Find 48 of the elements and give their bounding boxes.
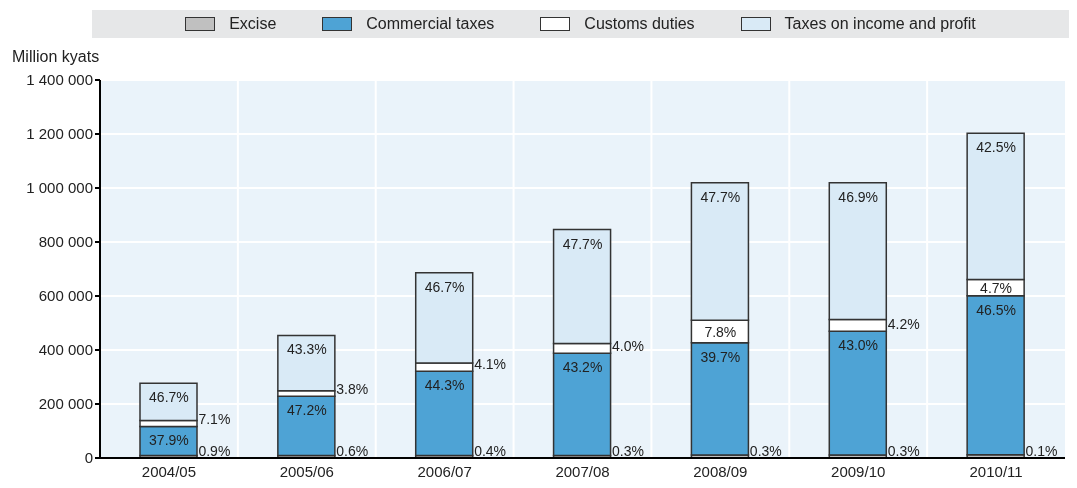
annotation: 4.7% — [980, 279, 1013, 296]
annotation: 46.5% — [976, 301, 1016, 318]
annotation: 39.7% — [700, 348, 741, 365]
x-tick-label: 2010/11 — [969, 462, 1023, 480]
y-axis-title: Million kyats — [12, 48, 100, 66]
annotation: 4.0% — [612, 338, 644, 355]
annotation: 0.3% — [612, 443, 644, 459]
annotation: 46.7% — [149, 389, 189, 406]
annotation: 0.1% — [1025, 443, 1058, 459]
x-tick-label: 2007/08 — [555, 462, 610, 480]
annotation: 0.3% — [749, 443, 782, 459]
annotation: 43.2% — [562, 359, 603, 376]
legend-label: Taxes on income and profit — [784, 15, 976, 33]
y-tick-label: 1 000 000 — [26, 179, 93, 197]
annotation: 4.2% — [887, 316, 920, 333]
annotation: 37.9% — [149, 432, 189, 449]
y-tick-label: 0 — [84, 449, 93, 467]
annotation: 43.0% — [838, 337, 879, 354]
annotation: 44.3% — [424, 377, 465, 394]
y-tick-label: 600 000 — [38, 287, 93, 305]
annotation: 3.8% — [336, 381, 369, 398]
annotation: 7.8% — [704, 323, 737, 340]
annotation: 7.1% — [198, 411, 231, 428]
annotation: 0.6% — [336, 443, 369, 459]
annotation: 47.7% — [562, 235, 603, 252]
annotation: 46.7% — [424, 278, 465, 295]
annotation: 47.7% — [700, 188, 741, 205]
annotation: 47.2% — [286, 402, 327, 419]
x-tick-label: 2005/06 — [279, 462, 334, 480]
annotation: 4.1% — [474, 356, 507, 373]
annotation: 0.9% — [198, 443, 231, 459]
annotation: 46.9% — [838, 188, 879, 205]
y-tick-label: 800 000 — [38, 233, 93, 251]
legend-label: Excise — [229, 15, 277, 33]
y-tick-label: 1 200 000 — [26, 125, 93, 143]
y-tick-label: 1 400 000 — [26, 71, 93, 89]
y-tick-label: 400 000 — [38, 341, 93, 359]
legend-label: Customs duties — [584, 15, 695, 33]
annotation: 42.5% — [976, 139, 1016, 156]
annotation: 0.3% — [887, 443, 920, 459]
x-tick-label: 2004/05 — [141, 462, 197, 480]
annotation: 43.3% — [286, 341, 327, 358]
x-tick-label: 2006/07 — [417, 462, 472, 480]
y-tick-label: 200 000 — [38, 395, 93, 413]
x-tick-label: 2008/09 — [693, 462, 748, 480]
x-tick-label: 2009/10 — [831, 462, 886, 480]
annotation: 0.4% — [474, 443, 507, 459]
legend-label: Commercial taxes — [366, 15, 495, 33]
